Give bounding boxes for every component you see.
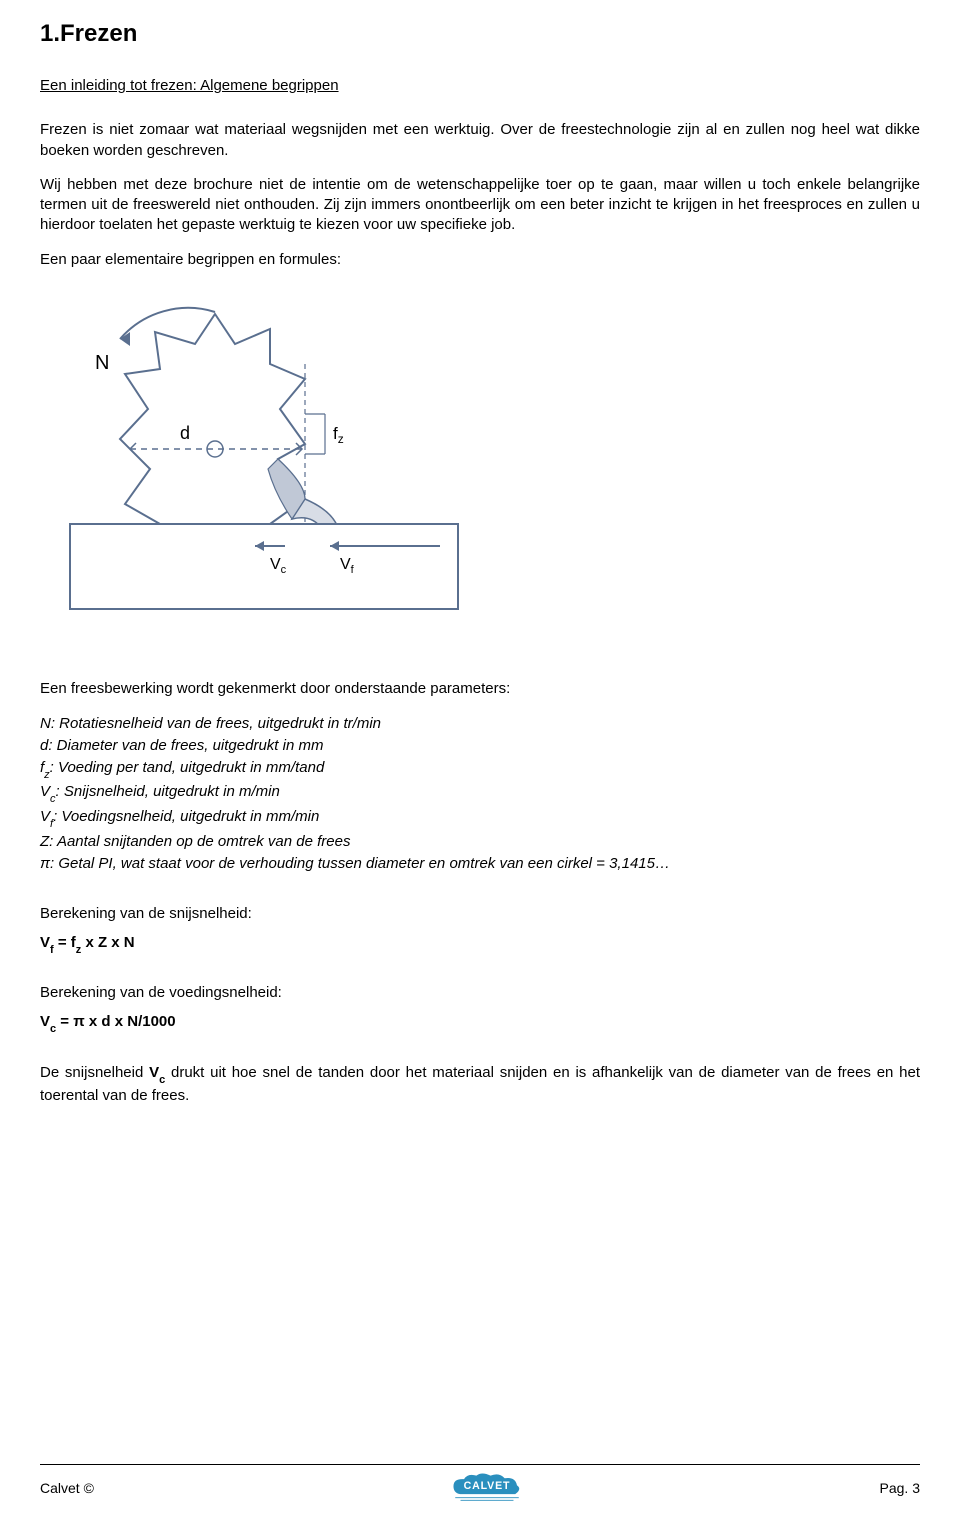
footer-right: Pag. 3 [880,1480,920,1496]
param-fz: fz: Voeding per tand, uitgedrukt in mm/t… [40,757,920,782]
milling-diagram: N d fz [40,294,920,629]
intro-paragraph-2: Wij hebben met deze brochure niet de int… [40,175,920,236]
logo-text: CALVET [463,1480,510,1492]
workpiece [70,524,458,609]
parameter-list: N: Rotatiesnelheid van de frees, uitgedr… [40,713,920,875]
logo-svg: CALVET [447,1473,527,1503]
subtitle: Een inleiding tot frezen: Algemene begri… [40,76,920,96]
param-z: Z: Aantal snijtanden op de omtrek van de… [40,831,920,853]
parameters-intro: Een freesbewerking wordt gekenmerkt door… [40,679,920,699]
calvet-logo: CALVET [447,1473,527,1503]
footer-left: Calvet © [40,1480,94,1496]
page-title: 1.Frezen [40,20,920,48]
param-vf: Vf: Voedingsnelheid, uitgedrukt in mm/mi… [40,806,920,831]
document-page: 1.Frezen Een inleiding tot frezen: Algem… [0,0,960,1523]
closing-paragraph: De snijsnelheid Vc drukt uit hoe snel de… [40,1063,920,1106]
formula-vc: Vc = π x d x N/1000 [40,1013,920,1033]
label-n: N [95,352,109,374]
label-fz: fz [333,424,344,446]
calc1-label: Berekening van de snijsnelheid: [40,905,920,922]
param-vc: Vc: Snijsnelheid, uitgedrukt in m/min [40,781,920,806]
page-footer: Calvet © CALVET Pag. 3 [40,1464,920,1503]
intro-paragraph-3: Een paar elementaire begrippen en formul… [40,250,920,270]
intro-paragraph-1: Frezen is niet zomaar wat materiaal wegs… [40,120,920,161]
param-d: d: Diameter van de frees, uitgedrukt in … [40,735,920,757]
calc2-label: Berekening van de voedingsnelheid: [40,984,920,1001]
content-area: 1.Frezen Een inleiding tot frezen: Algem… [40,20,920,1434]
diagram-svg: N d fz [40,294,460,624]
label-d: d [180,423,190,443]
formula-vf: Vf = fz x Z x N [40,934,920,954]
param-pi: π: Getal PI, wat staat voor de verhoudin… [40,853,920,875]
param-n: N: Rotatiesnelheid van de frees, uitgedr… [40,713,920,735]
